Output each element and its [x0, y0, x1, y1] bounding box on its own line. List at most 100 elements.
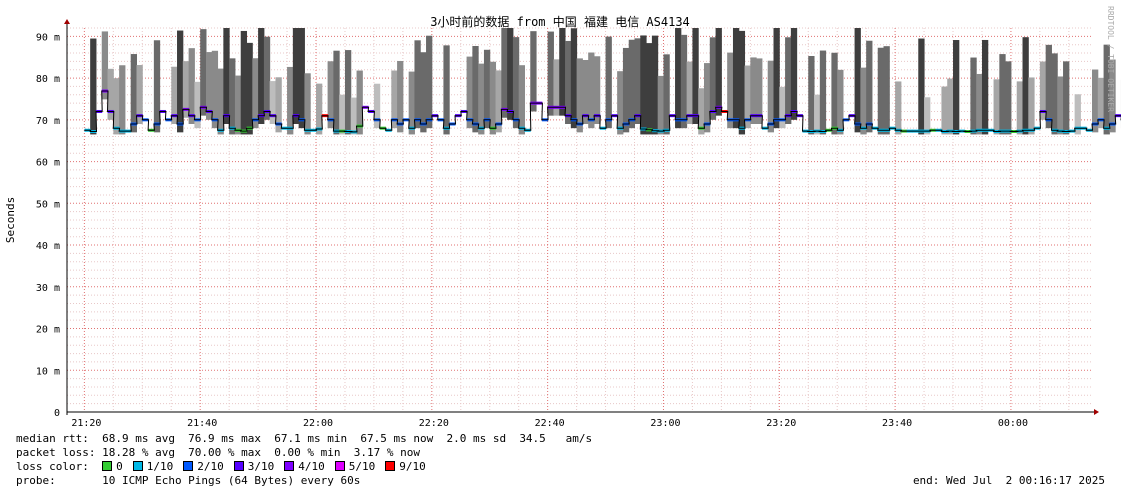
y-axis-label: Seconds	[4, 197, 17, 243]
x-tick-label: 22:40	[535, 418, 565, 429]
smoke-bar	[663, 54, 670, 135]
smoke-bar	[732, 28, 740, 129]
smoke-bar	[217, 68, 224, 135]
smoke-bar	[200, 29, 207, 116]
smoke-bar	[188, 48, 195, 124]
smoke-bar	[507, 28, 514, 120]
smoke-bar	[113, 78, 120, 135]
smoke-bar	[130, 54, 137, 133]
smoke-bar	[999, 54, 1006, 135]
probe-info: probe: 10 ICMP Echo Pings (64 Bytes) eve…	[16, 474, 361, 487]
loss-color-label: loss color:	[16, 460, 89, 473]
smoke-bar	[1092, 69, 1099, 133]
legend-item: 1/10	[132, 460, 173, 473]
legend-swatch	[284, 461, 295, 471]
smoke-bar	[808, 56, 815, 135]
smoke-bar	[854, 28, 861, 133]
smoke-bar	[1103, 44, 1110, 135]
legend-label: 0	[116, 460, 123, 473]
legend-label: 9/10	[399, 460, 426, 473]
x-tick-label: 00:00	[998, 418, 1028, 429]
smoke-bar	[553, 59, 560, 116]
smoke-bar	[136, 65, 143, 124]
legend-item: 0	[102, 460, 123, 473]
smoke-bar	[767, 60, 774, 133]
y-tick-label: 10 m	[36, 366, 60, 377]
smoke-bar	[153, 40, 161, 133]
smoke-bar	[397, 60, 404, 133]
y-tick-labels: 0 10 m 20 m 30 m 40 m 50 m 60 m 70 m 80 m 90 m	[36, 32, 60, 419]
smoke-bar	[814, 94, 821, 135]
smoke-bar	[883, 46, 890, 135]
smoke-bar	[565, 40, 572, 125]
smoke-bar	[976, 73, 983, 135]
smoke-bar	[234, 75, 242, 135]
smoke-bar	[715, 28, 722, 116]
smoke-bar	[246, 42, 253, 135]
smoke-bar	[263, 36, 271, 120]
smoke-bar	[866, 40, 873, 133]
smoke-bar	[1028, 77, 1035, 135]
smoke-bar	[698, 88, 705, 135]
smoke-bar	[275, 77, 282, 133]
smoke-bar	[1057, 76, 1064, 135]
y-axis-arrow	[64, 19, 70, 24]
legend-swatch	[132, 461, 143, 471]
smoke-bar	[953, 40, 960, 135]
smoke-bar	[344, 50, 352, 135]
smoke-bar	[182, 61, 190, 118]
smoke-bar	[640, 35, 647, 135]
smoke-bar	[1016, 81, 1024, 135]
smoke-bar	[229, 58, 236, 135]
x-tick-labels: 21:20 21:40 22:00 22:20 22:40 23:00 23:20 23:40…	[71, 418, 1028, 429]
x-tick-label: 23:00	[650, 418, 680, 429]
smoke-bar	[582, 59, 589, 124]
x-tick-label: 23:20	[766, 418, 796, 429]
smoke-bar	[709, 37, 717, 120]
x-axis-arrow	[1094, 409, 1099, 415]
smoke-bar	[646, 43, 653, 135]
smoke-bar	[1051, 53, 1058, 135]
smoke-bar	[657, 75, 664, 135]
smoke-bar	[171, 66, 178, 124]
legend-item: 4/10	[284, 460, 325, 473]
smoke-bar	[570, 28, 578, 129]
smoke-bar	[1022, 37, 1029, 135]
median-rtt-stats: median rtt: 68.9 ms avg 76.9 ms max 67.1…	[16, 432, 593, 445]
smoke-bar	[391, 70, 398, 129]
smoke-bar	[420, 52, 427, 133]
smoke-bar	[727, 52, 734, 129]
smoke-bar	[495, 70, 502, 133]
smoke-bar	[744, 65, 751, 129]
smoke-bar	[651, 35, 659, 135]
smoke-bar	[790, 28, 798, 120]
legend-label: 4/10	[298, 460, 325, 473]
smoke-bar	[90, 38, 97, 135]
smoke-bar	[819, 50, 827, 135]
smoke-bar	[559, 28, 566, 116]
smoke-bar	[981, 39, 989, 135]
smoke-bar	[680, 34, 688, 129]
legend-item: 3/10	[233, 460, 274, 473]
smoke-bar	[1045, 44, 1052, 129]
smoke-bar	[1039, 61, 1047, 120]
smoke-bar	[373, 83, 381, 129]
smoke-bar	[350, 97, 358, 135]
x-tick-label: 21:40	[187, 418, 217, 429]
smoke-bar	[692, 28, 699, 124]
smoke-bar	[107, 68, 114, 120]
rrdtool-watermark: RRDTOOL / TOBI OETIKER	[1106, 6, 1115, 112]
legend-label: 5/10	[348, 460, 376, 473]
smoke-bar	[489, 61, 497, 135]
smoke-bar	[1063, 61, 1070, 135]
smoke-bar	[518, 65, 525, 135]
smoke-bar	[240, 30, 248, 135]
smoke-bar	[443, 45, 450, 135]
smoke-bar	[785, 37, 792, 124]
smoke-bar	[1109, 59, 1116, 133]
packet-loss-stats: packet loss: 18.28 % avg 70.00 % max 0.0…	[16, 446, 420, 459]
smoke-bar	[252, 58, 259, 129]
smoke-bar	[287, 66, 294, 135]
smoke-bar	[408, 71, 415, 135]
smoke-bar	[501, 28, 508, 118]
